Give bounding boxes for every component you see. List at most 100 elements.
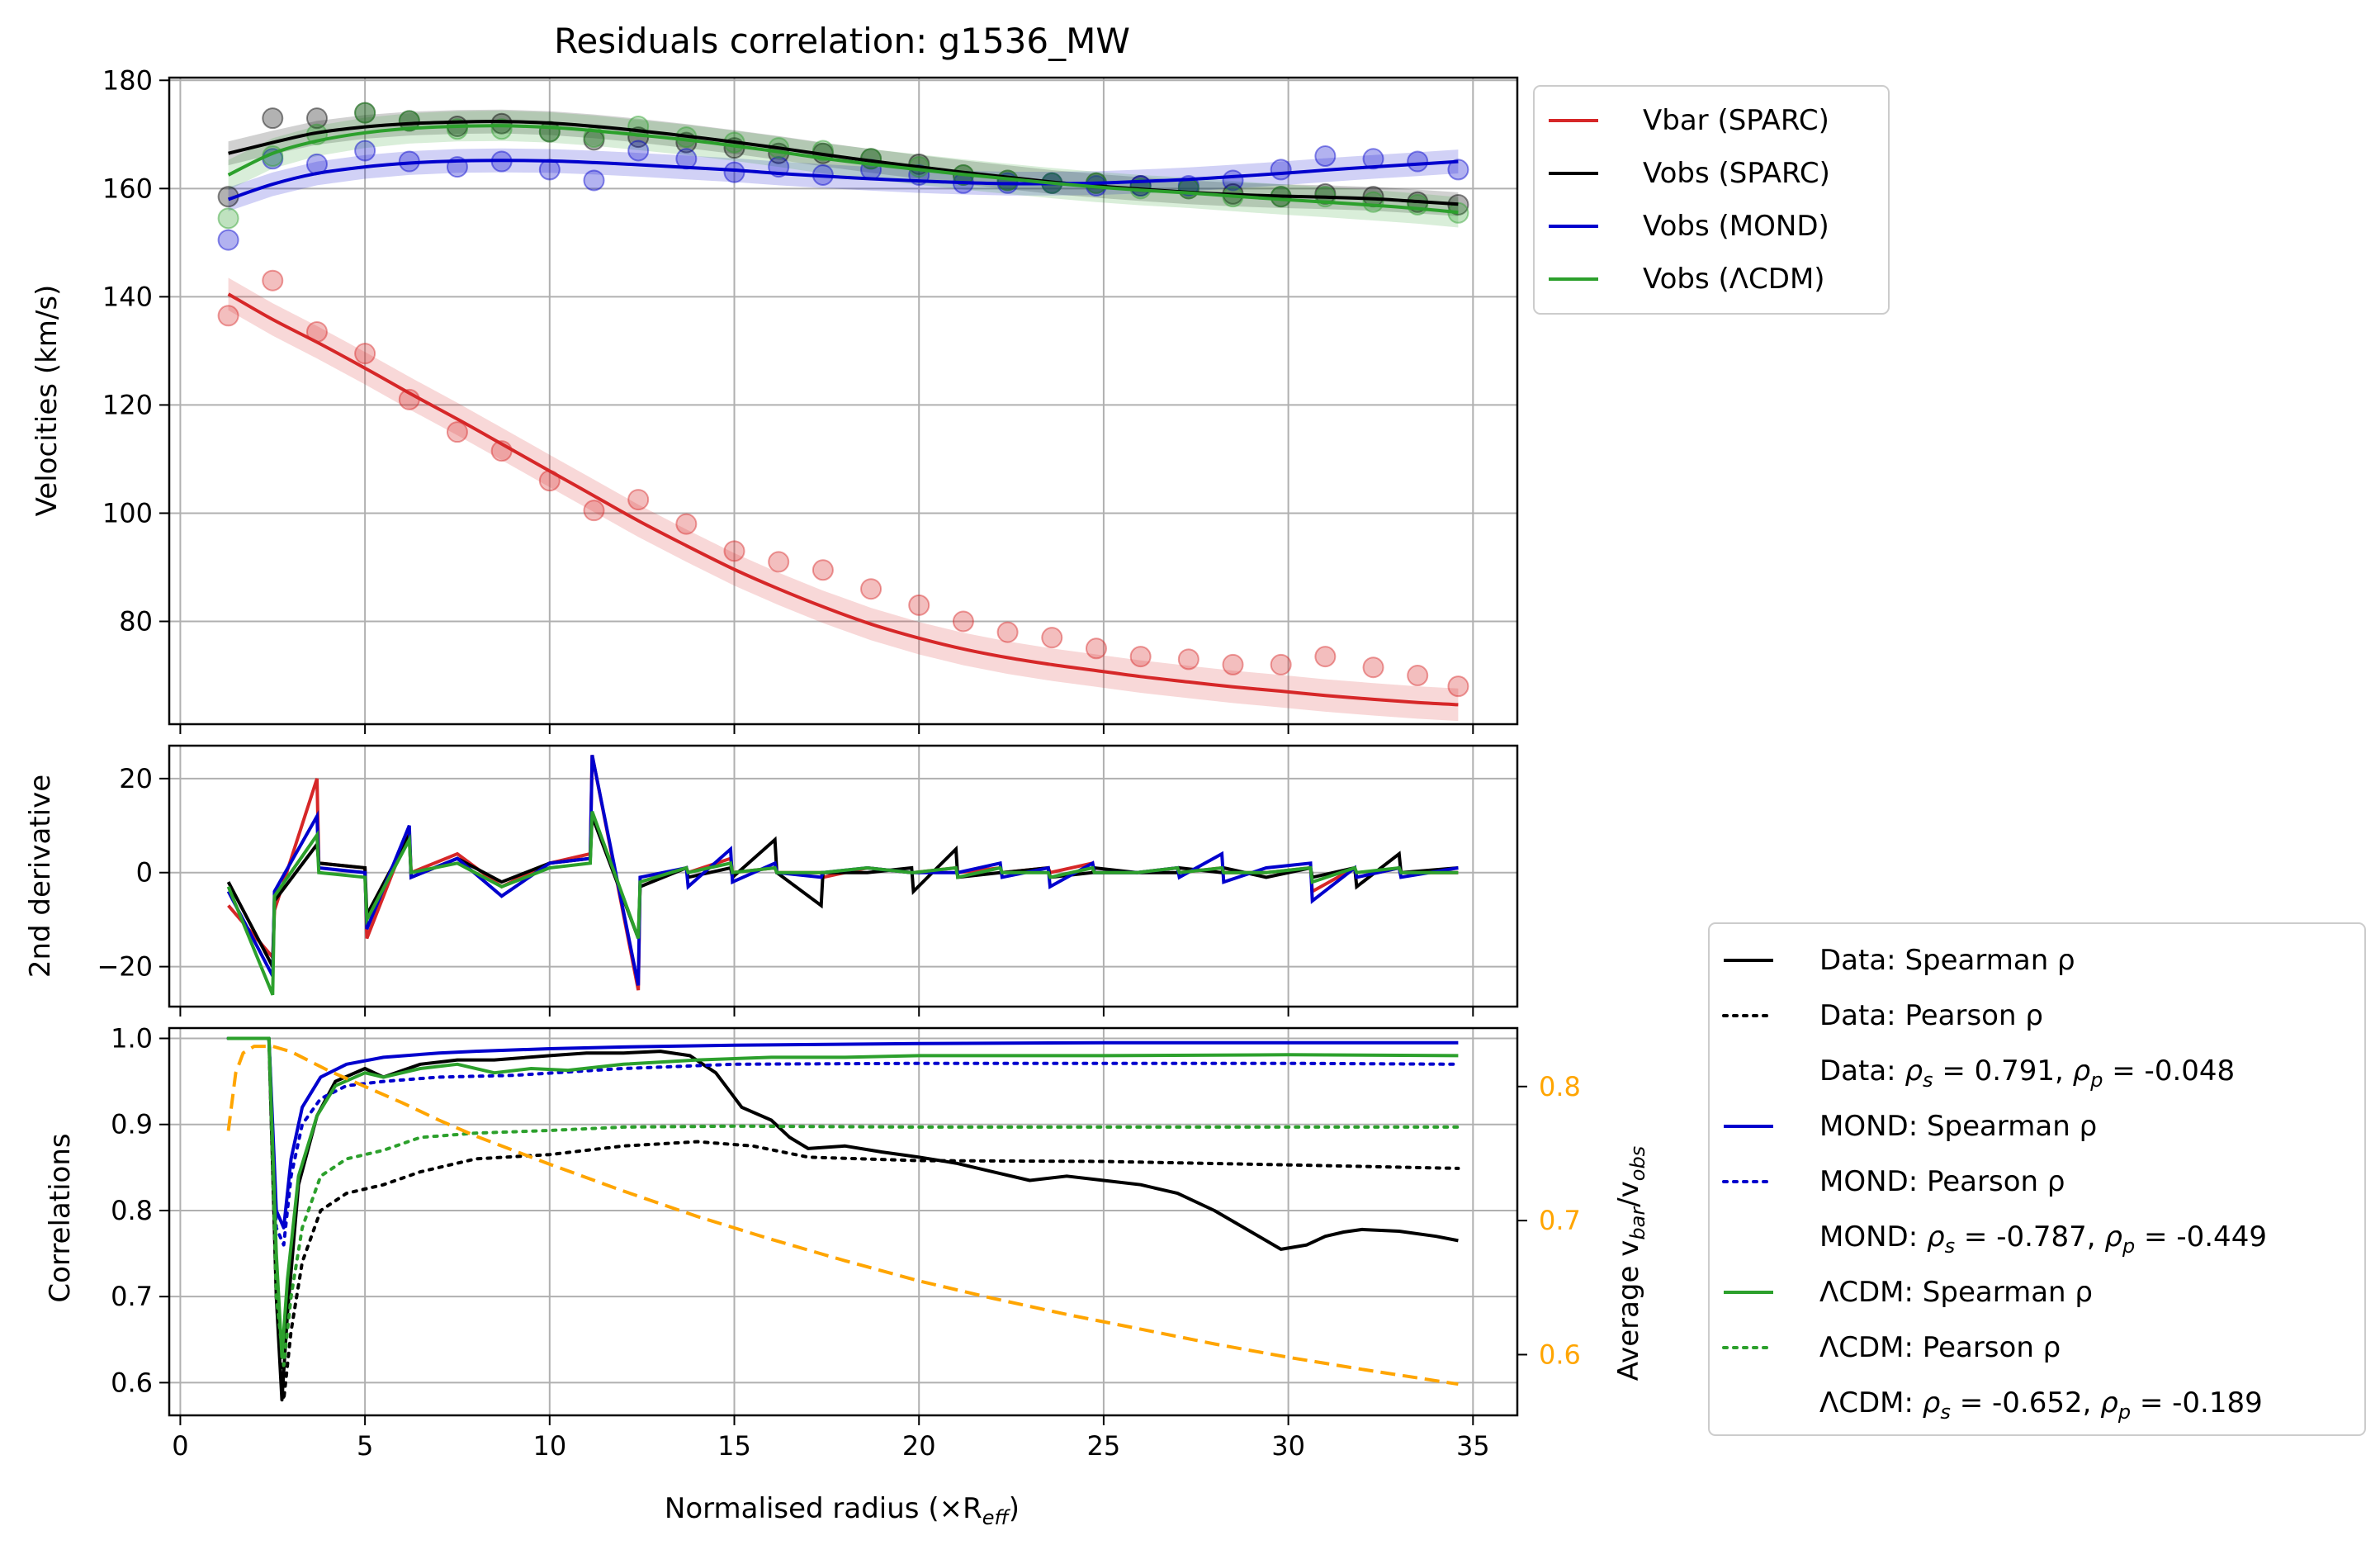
correlations-legend: Data: Spearman ρ Data: Pearson ρ Data: ρs … bbox=[1708, 922, 2366, 1436]
data-point bbox=[305, 107, 328, 130]
data-point bbox=[1362, 148, 1384, 170]
axes-frame bbox=[168, 1026, 1519, 1417]
data-point bbox=[1177, 178, 1199, 200]
data-point bbox=[1177, 648, 1199, 671]
correlation-line bbox=[228, 1036, 1459, 1359]
series-line bbox=[227, 124, 1459, 215]
correlations-y-label: Correlations bbox=[44, 1133, 77, 1302]
data-point bbox=[398, 110, 420, 132]
data-point bbox=[217, 305, 239, 327]
legend-label: ΛCDM: Spearman ρ bbox=[1819, 1276, 2093, 1309]
right-y-axis-label: Average vbar/vobs bbox=[1612, 1146, 1649, 1381]
y-tick-label: 100 bbox=[102, 497, 153, 528]
axes-frame bbox=[168, 76, 1519, 726]
legend-label: Vobs (SPARC) bbox=[1643, 157, 1830, 190]
data-point bbox=[723, 540, 745, 562]
y-tick-label: −20 bbox=[97, 951, 153, 983]
data-point bbox=[1362, 656, 1384, 679]
data-point bbox=[262, 107, 284, 130]
legend-label: ΛCDM: Pearson ρ bbox=[1819, 1331, 2061, 1364]
data-point bbox=[398, 110, 420, 132]
y2-tick-label: 0.6 bbox=[1539, 1339, 1581, 1370]
data-point bbox=[262, 269, 284, 291]
data-point bbox=[583, 169, 605, 192]
data-point bbox=[627, 489, 650, 511]
x-tick-label: 10 bbox=[532, 1430, 566, 1462]
y2-tick-label: 0.7 bbox=[1539, 1205, 1581, 1236]
legend-label: Data: Spearman ρ bbox=[1819, 944, 2075, 977]
data-point bbox=[1129, 646, 1152, 668]
y-tick-label: 20 bbox=[119, 763, 153, 794]
y-tick-label: 0.7 bbox=[111, 1281, 153, 1312]
legend-label: Vobs (MOND) bbox=[1643, 210, 1829, 243]
chart-title: Residuals correlation: g1536_MW bbox=[554, 21, 1130, 61]
y-tick-label: 160 bbox=[102, 173, 153, 204]
data-point bbox=[1222, 653, 1244, 675]
y-tick-label: 0.8 bbox=[111, 1195, 153, 1226]
legend-label: MOND: Spearman ρ bbox=[1819, 1110, 2097, 1143]
correlation-line bbox=[226, 1045, 1459, 1386]
data-point bbox=[1270, 653, 1292, 675]
x-tick-label: 35 bbox=[1456, 1430, 1490, 1462]
data-point bbox=[583, 500, 605, 522]
x-tick-label: 20 bbox=[902, 1430, 936, 1462]
data-point bbox=[217, 229, 239, 251]
y-tick-label: 1.0 bbox=[111, 1023, 153, 1054]
data-point bbox=[490, 112, 513, 135]
data-point bbox=[446, 118, 468, 140]
velocities-legend: Vbar (SPARC) Vobs (SPARC) Vobs (MOND) Vobs … bbox=[1533, 85, 1890, 315]
data-point bbox=[996, 621, 1019, 643]
axes-frame bbox=[168, 744, 1519, 1008]
data-point bbox=[627, 140, 650, 162]
data-point bbox=[354, 102, 376, 124]
data-point bbox=[217, 207, 239, 230]
correlation-line bbox=[226, 1036, 1460, 1402]
y-tick-label: 0.9 bbox=[111, 1109, 153, 1140]
correlation-line bbox=[228, 1036, 1459, 1230]
data-point bbox=[1041, 627, 1063, 649]
series-line bbox=[228, 120, 1459, 206]
correlation-line bbox=[226, 1036, 1460, 1367]
y-tick-label: 180 bbox=[102, 64, 153, 96]
second-derivative-y-label: 2nd derivative bbox=[24, 775, 57, 978]
data-point bbox=[1447, 159, 1469, 181]
data-point bbox=[1407, 665, 1429, 687]
series-line bbox=[227, 292, 1459, 707]
y-tick-label: 140 bbox=[102, 281, 153, 312]
velocities-y-label: Velocities (km/s) bbox=[31, 285, 64, 517]
data-point bbox=[1362, 191, 1384, 213]
x-tick-label: 30 bbox=[1271, 1430, 1305, 1462]
velocities-panel: 80 100 120 140 160 180 bbox=[102, 64, 1519, 734]
data-point bbox=[1270, 159, 1292, 181]
x-tick-label: 5 bbox=[357, 1430, 373, 1462]
data-point bbox=[1314, 145, 1337, 168]
legend-label: MOND: Pearson ρ bbox=[1819, 1165, 2065, 1198]
uncertainty-band bbox=[228, 111, 1459, 228]
y-tick-label: 80 bbox=[119, 606, 153, 637]
y-tick-label: 120 bbox=[102, 389, 153, 420]
y2-tick-label: 0.8 bbox=[1539, 1071, 1581, 1102]
legend-label: Data: ρs = 0.791, ρp = -0.048 bbox=[1819, 1054, 2235, 1092]
series-line bbox=[227, 159, 1459, 201]
legend-label: Vobs (ΛCDM) bbox=[1643, 263, 1825, 296]
data-point bbox=[723, 161, 745, 183]
correlation-line bbox=[228, 1036, 1459, 1402]
y-tick-label: 0.6 bbox=[111, 1367, 153, 1398]
data-point bbox=[908, 594, 930, 616]
data-point bbox=[490, 118, 513, 140]
x-tick-label: 25 bbox=[1087, 1430, 1121, 1462]
data-point bbox=[354, 343, 376, 365]
data-point bbox=[354, 102, 376, 124]
data-point bbox=[1447, 675, 1469, 698]
data-point bbox=[811, 559, 834, 581]
legend-label: Data: Pearson ρ bbox=[1819, 999, 2043, 1032]
uncertainty-band bbox=[228, 148, 1459, 211]
x-tick-label: 0 bbox=[172, 1430, 188, 1462]
legend-label: Vbar (SPARC) bbox=[1643, 104, 1829, 137]
data-point bbox=[1407, 193, 1429, 216]
data-point bbox=[1407, 150, 1429, 173]
data-point bbox=[952, 610, 974, 633]
derivative-line bbox=[226, 811, 1459, 996]
data-point bbox=[675, 513, 698, 535]
data-point bbox=[1085, 637, 1107, 660]
